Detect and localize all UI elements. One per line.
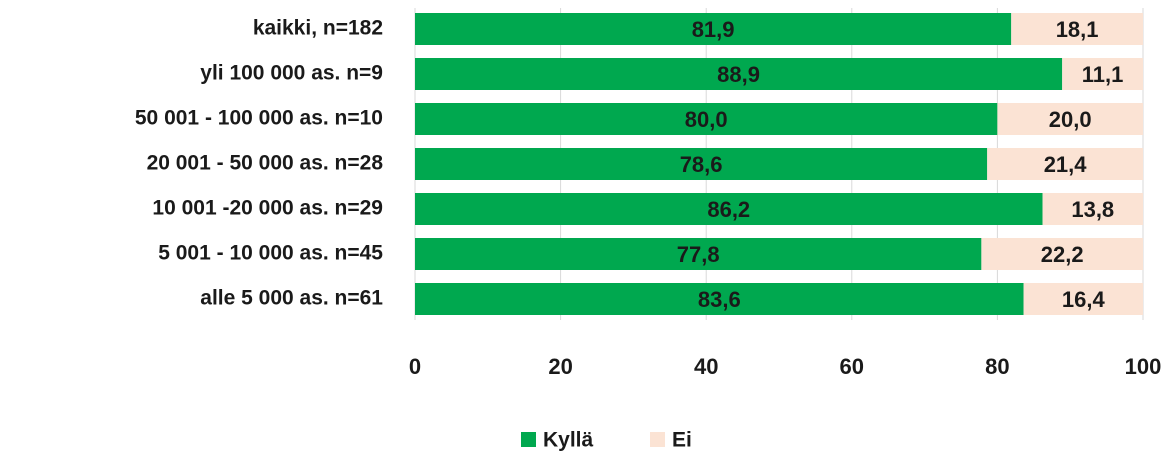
bar-segment — [1023, 283, 1143, 315]
x-tick-label: 80 — [985, 354, 1009, 379]
legend-swatch — [521, 432, 536, 447]
bar-segment — [997, 103, 1143, 135]
x-tick-label: 20 — [548, 354, 572, 379]
y-tick-label: alle 5 000 as. n=61 — [200, 287, 383, 310]
bar-segment — [1062, 58, 1143, 90]
data-label: 80,0 — [685, 107, 728, 132]
bar-segment — [415, 193, 1043, 225]
y-tick-label: kaikki, n=182 — [253, 17, 383, 40]
y-tick-label: 50 001 - 100 000 as. n=10 — [135, 107, 383, 130]
bar-segment — [415, 58, 1063, 90]
data-label: 88,9 — [717, 62, 760, 87]
bar-segment — [415, 283, 1024, 315]
x-tick-label: 100 — [1125, 354, 1162, 379]
x-tick-label: 40 — [694, 354, 718, 379]
y-tick-label: 20 001 - 50 000 as. n=28 — [147, 152, 384, 175]
data-label: 16,4 — [1062, 287, 1106, 312]
bar-segment — [415, 103, 998, 135]
bar-segment — [1042, 193, 1143, 225]
y-tick-label: 5 001 - 10 000 as. n=45 — [158, 242, 383, 265]
data-label: 83,6 — [698, 287, 741, 312]
bar-segment — [981, 238, 1143, 270]
bar-segment — [415, 13, 1012, 45]
y-tick-label: yli 100 000 as. n=9 — [200, 62, 383, 85]
bar-segment — [987, 148, 1143, 180]
data-label: 78,6 — [680, 152, 723, 177]
legend-label: Ei — [672, 429, 692, 452]
y-tick-label: 10 001 -20 000 as. n=29 — [152, 197, 383, 220]
bar-segment — [415, 238, 982, 270]
x-tick-label: 60 — [840, 354, 864, 379]
legend-label: Kyllä — [543, 429, 594, 452]
data-label: 86,2 — [707, 197, 750, 222]
data-label: 22,2 — [1041, 242, 1084, 267]
data-label: 77,8 — [677, 242, 720, 267]
bar-segment — [415, 148, 988, 180]
data-label: 13,8 — [1071, 197, 1114, 222]
data-label: 81,9 — [692, 17, 735, 42]
x-tick-label: 0 — [409, 354, 421, 379]
data-label: 21,4 — [1044, 152, 1088, 177]
legend-swatch — [650, 432, 665, 447]
data-label: 11,1 — [1082, 62, 1124, 87]
data-label: 18,1 — [1056, 17, 1099, 42]
bar-segment — [1011, 13, 1143, 45]
data-label: 20,0 — [1049, 107, 1092, 132]
